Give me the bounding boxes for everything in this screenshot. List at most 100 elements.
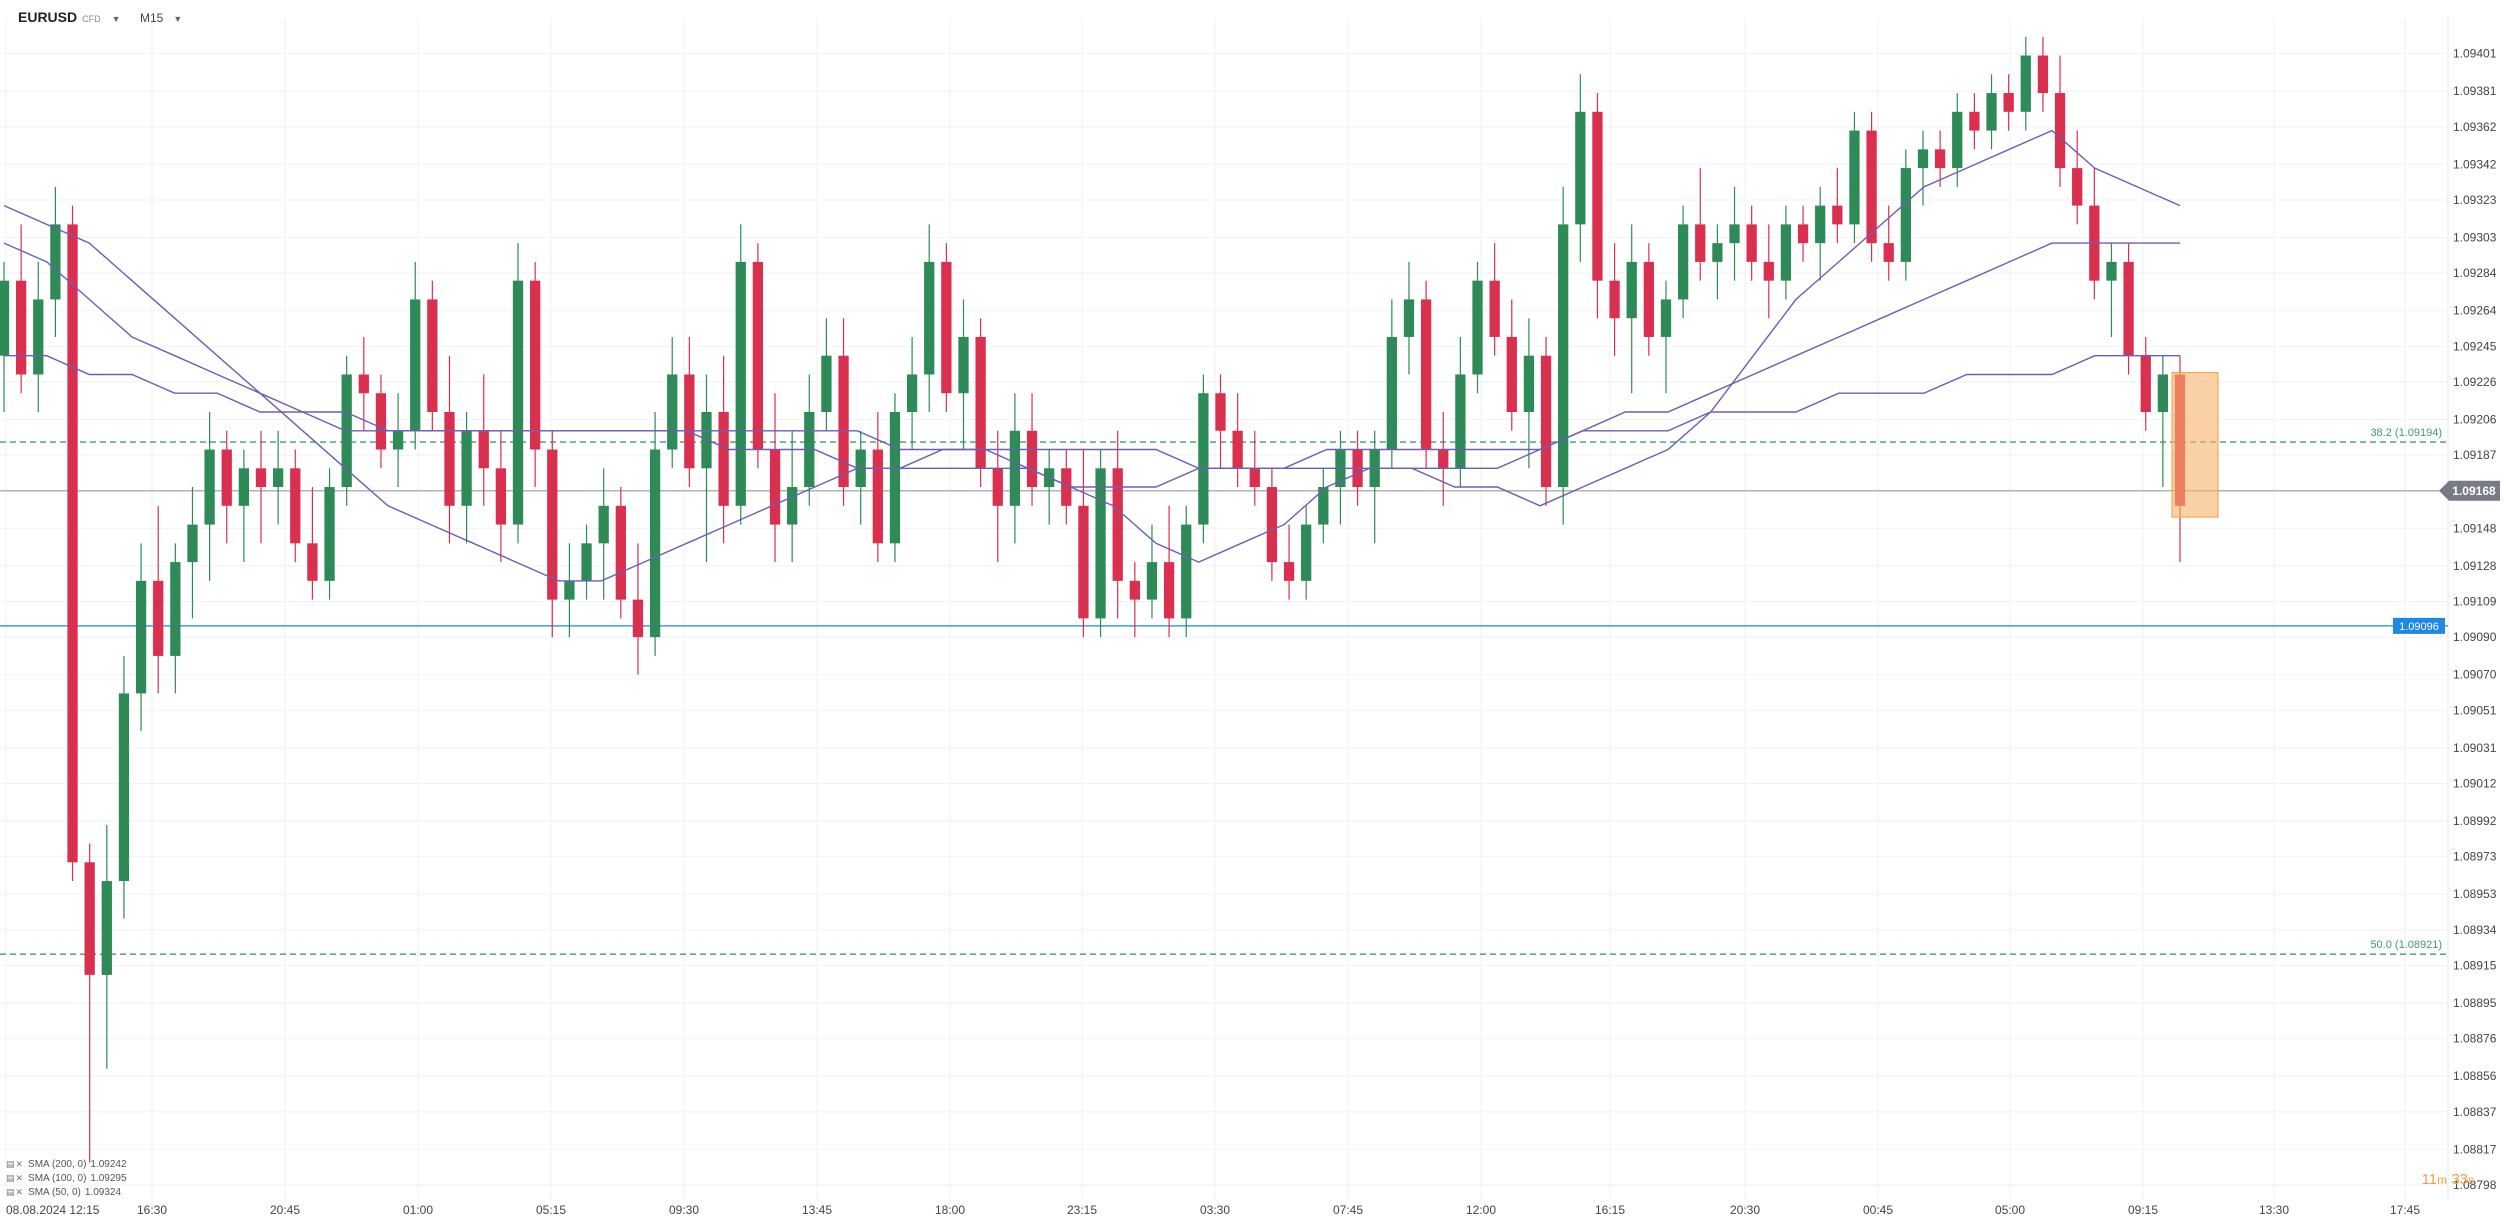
candle-bullish[interactable] — [273, 468, 284, 488]
candle-bearish[interactable] — [427, 299, 438, 412]
candle-bearish[interactable] — [1866, 130, 1877, 244]
candle-bearish[interactable] — [1438, 449, 1449, 469]
candle-bearish[interactable] — [992, 468, 1003, 506]
candle-bullish[interactable] — [564, 580, 575, 600]
candle-bearish[interactable] — [1283, 562, 1295, 581]
candle-bullish[interactable] — [1301, 524, 1312, 581]
candle-bullish[interactable] — [1900, 168, 1911, 262]
candle-bullish[interactable] — [581, 543, 592, 581]
candle-bullish[interactable] — [392, 430, 404, 450]
timeframe-selector[interactable]: M15 ▼ — [140, 11, 182, 25]
candle-bearish[interactable] — [495, 468, 507, 525]
candle-bullish[interactable] — [170, 562, 181, 656]
candle-bullish[interactable] — [2106, 261, 2117, 281]
candle-bearish[interactable] — [2003, 93, 2014, 112]
candle-bearish[interactable] — [221, 449, 232, 506]
candle-bullish[interactable] — [906, 374, 918, 412]
candle-bearish[interactable] — [1883, 243, 1894, 262]
candle-bullish[interactable] — [2157, 374, 2169, 412]
candle-bullish[interactable] — [1917, 149, 1929, 169]
candle-bullish[interactable] — [1575, 111, 1586, 225]
candle-bearish[interactable] — [2072, 168, 2083, 206]
candle-bullish[interactable] — [1729, 224, 1740, 244]
candle-bearish[interactable] — [684, 374, 695, 469]
candle-bearish[interactable] — [67, 224, 78, 863]
candle-bearish[interactable] — [2037, 55, 2049, 94]
candle-bullish[interactable] — [101, 881, 112, 975]
candle-bullish[interactable] — [1660, 299, 1672, 337]
candle-bullish[interactable] — [1523, 355, 1535, 412]
candle-bullish[interactable] — [1403, 299, 1415, 337]
candle-bearish[interactable] — [478, 430, 489, 469]
candle-bearish[interactable] — [1232, 430, 1243, 469]
candle-bearish[interactable] — [530, 280, 541, 450]
candle-bullish[interactable] — [821, 355, 832, 412]
indicator-legend-sma-100[interactable]: ▤✕ SMA (100, 0) 1.09295 — [6, 1173, 127, 1184]
candle-bearish[interactable] — [444, 412, 455, 506]
candle-bullish[interactable] — [1198, 393, 1209, 525]
candle-bearish[interactable] — [975, 336, 986, 469]
candle-bullish[interactable] — [410, 299, 421, 431]
candle-bullish[interactable] — [1780, 224, 1792, 281]
candle-bullish[interactable] — [238, 468, 250, 506]
candle-bearish[interactable] — [358, 374, 369, 394]
candle-bullish[interactable] — [135, 580, 147, 694]
candle-bullish[interactable] — [50, 224, 61, 300]
candle-bullish[interactable] — [889, 412, 901, 544]
candle-bullish[interactable] — [1455, 374, 1466, 469]
candle-bearish[interactable] — [1420, 299, 1432, 450]
candle-bearish[interactable] — [872, 449, 883, 544]
candle-bearish[interactable] — [1112, 468, 1123, 581]
candle-bullish[interactable] — [1815, 205, 1826, 244]
candle-bearish[interactable] — [941, 261, 952, 394]
sma-line[interactable] — [3, 129, 2181, 582]
candle-bullish[interactable] — [598, 505, 609, 544]
sma-line[interactable] — [3, 242, 2180, 488]
candle-bearish[interactable] — [1129, 580, 1140, 600]
candle-bearish[interactable] — [752, 261, 764, 450]
alert-price-tag[interactable] — [2393, 617, 2445, 634]
candle-bullish[interactable] — [324, 487, 335, 581]
candle-bullish[interactable] — [1986, 93, 1997, 131]
candle-bearish[interactable] — [1506, 336, 1517, 412]
candle-bearish[interactable] — [307, 543, 318, 581]
candle-bullish[interactable] — [512, 280, 524, 525]
candle-bullish[interactable] — [787, 487, 798, 525]
indicator-settings-icon[interactable]: ▤✕ — [6, 1187, 25, 1197]
candle-bearish[interactable] — [1592, 111, 1603, 281]
candle-bullish[interactable] — [1318, 487, 1329, 525]
candle-bullish[interactable] — [1849, 130, 1860, 225]
symbol-selector[interactable]: EURUSD CFD ▼ — [18, 9, 121, 25]
candle-bearish[interactable] — [1078, 505, 1089, 619]
candle-bullish[interactable] — [1472, 280, 1483, 375]
candle-bearish[interactable] — [1695, 224, 1706, 262]
candle-bullish[interactable] — [204, 449, 215, 525]
candle-bearish[interactable] — [1249, 468, 1260, 488]
candle-bullish[interactable] — [667, 374, 678, 450]
candle-bearish[interactable] — [1797, 224, 1809, 244]
candle-bearish[interactable] — [2054, 93, 2066, 169]
candle-bearish[interactable] — [1643, 261, 1654, 337]
candle-bullish[interactable] — [187, 524, 198, 563]
candle-bearish[interactable] — [1163, 562, 1175, 619]
candle-bullish[interactable] — [1558, 224, 1569, 488]
candle-bearish[interactable] — [84, 862, 95, 975]
candle-bearish[interactable] — [1832, 205, 1843, 225]
candle-bearish[interactable] — [1061, 468, 1072, 506]
candle-bearish[interactable] — [1489, 280, 1500, 337]
candle-bearish[interactable] — [838, 355, 849, 488]
candle-bullish[interactable] — [1626, 261, 1637, 319]
candle-bullish[interactable] — [1677, 224, 1689, 300]
candle-bearish[interactable] — [1746, 224, 1757, 262]
sma-line[interactable] — [4, 355, 2180, 469]
candle-bearish[interactable] — [2123, 261, 2134, 356]
candle-bearish[interactable] — [375, 393, 387, 450]
candle-bearish[interactable] — [769, 449, 781, 525]
candle-bullish[interactable] — [1095, 468, 1106, 619]
candle-bearish[interactable] — [632, 599, 644, 638]
candle-bullish[interactable] — [1181, 524, 1192, 619]
indicator-settings-icon[interactable]: ▤✕ — [6, 1159, 25, 1169]
candle-bearish[interactable] — [255, 468, 267, 488]
candle-bullish[interactable] — [649, 449, 661, 638]
